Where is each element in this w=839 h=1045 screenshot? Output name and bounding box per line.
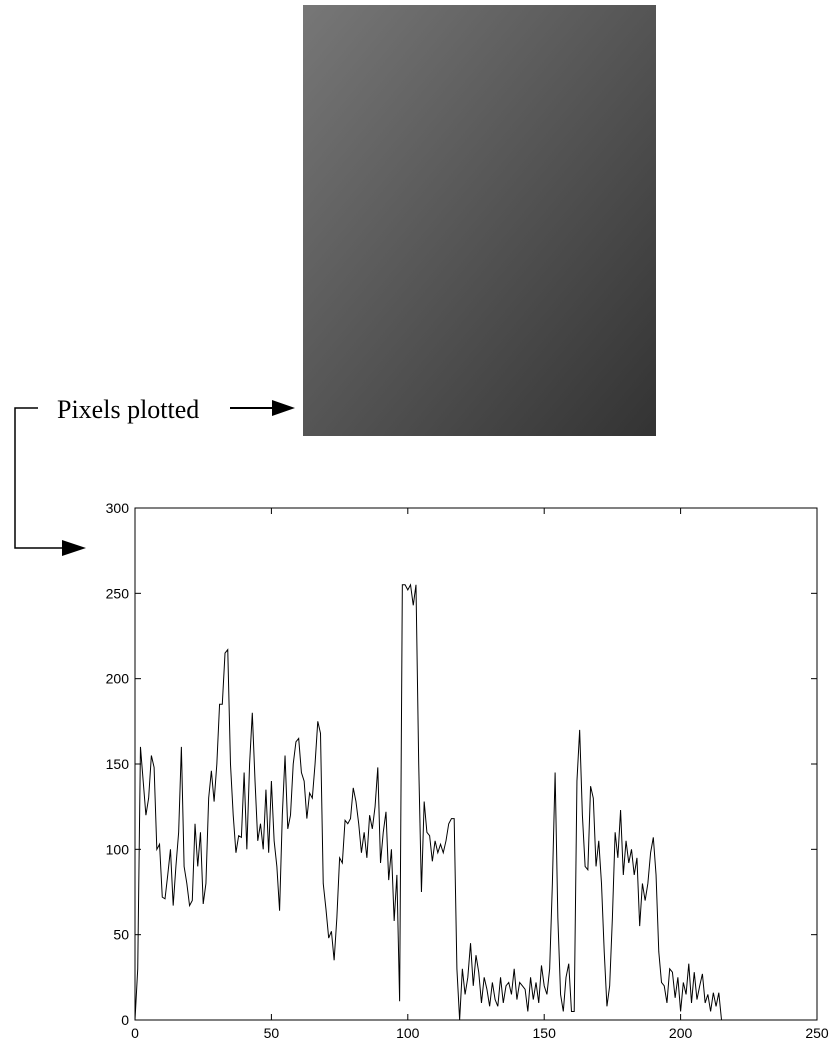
x-tick-label: 100 xyxy=(396,1025,420,1041)
page: Pixels plotted 0 50 100 150 200 250 300 0 50 100 1… xyxy=(0,0,839,1045)
x-tick-label: 0 xyxy=(131,1025,139,1041)
x-tick-label: 250 xyxy=(805,1025,829,1041)
photo xyxy=(303,5,656,436)
y-tick-label: 200 xyxy=(106,671,130,687)
data-line xyxy=(135,585,722,1020)
arrow-head xyxy=(62,540,86,556)
y-tick-label: 300 xyxy=(106,500,130,516)
y-tick-label: 50 xyxy=(113,927,129,943)
annotation: Pixels plotted xyxy=(57,395,199,424)
x-tick-label: 150 xyxy=(533,1025,557,1041)
figure: Pixels plotted 0 50 100 150 200 250 300 0 50 100 1… xyxy=(0,0,839,1045)
y-tick-label: 0 xyxy=(121,1012,129,1028)
plot-frame xyxy=(135,508,817,1020)
y-tick-label: 150 xyxy=(106,756,130,772)
x-tick-label: 200 xyxy=(669,1025,693,1041)
x-tick-label: 50 xyxy=(264,1025,280,1041)
y-tick-label: 250 xyxy=(106,585,130,601)
y-tick-label: 100 xyxy=(106,841,130,857)
bracket-line xyxy=(15,408,65,548)
arrow-head xyxy=(272,400,295,416)
